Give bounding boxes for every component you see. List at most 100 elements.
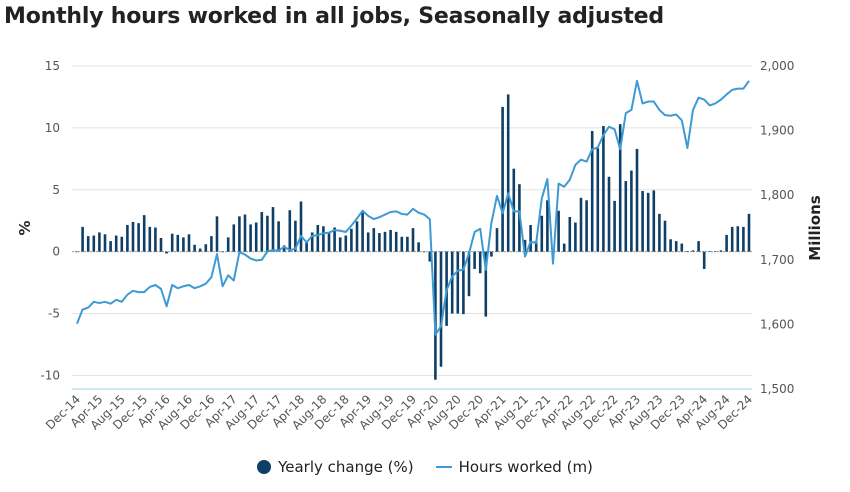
bar — [75, 251, 79, 253]
bar — [708, 251, 712, 252]
bar — [568, 216, 572, 252]
legend-label: Yearly change (%) — [278, 458, 414, 476]
bar — [663, 220, 667, 252]
line-series-swatch — [435, 466, 452, 468]
bar — [490, 251, 493, 257]
bar — [478, 251, 482, 274]
bar — [557, 210, 560, 252]
y-right-tick-label: 1,600 — [760, 317, 794, 331]
bar — [456, 251, 460, 314]
bar — [467, 251, 471, 297]
y-left-axis-label: % — [16, 220, 34, 235]
legend-label: Hours worked (m) — [458, 458, 593, 476]
bar — [646, 192, 650, 252]
bar-series-swatch — [257, 460, 272, 474]
bar — [165, 251, 168, 254]
bar — [182, 237, 185, 252]
bar — [221, 251, 224, 253]
bar — [590, 130, 594, 252]
bar — [630, 170, 633, 252]
bar — [120, 236, 124, 252]
bar — [680, 243, 684, 252]
bar — [411, 228, 415, 252]
bar — [142, 215, 146, 252]
bar — [277, 221, 280, 252]
bar — [674, 241, 678, 252]
bar — [176, 234, 180, 252]
bar — [344, 235, 348, 252]
y-left-tick-label: 10 — [45, 121, 60, 135]
bar — [579, 197, 583, 252]
bar — [495, 228, 499, 252]
bar — [484, 251, 488, 317]
bar — [305, 242, 308, 252]
bar — [170, 233, 174, 252]
bar — [98, 232, 101, 252]
bar — [417, 242, 420, 252]
y-left-tick-label: 15 — [45, 59, 60, 73]
bar — [338, 237, 342, 252]
bar — [635, 148, 639, 252]
bar — [383, 231, 387, 252]
bar — [254, 222, 258, 252]
legend-item-yearly-change[interactable]: Yearly change (%) — [257, 458, 414, 476]
bar — [618, 124, 622, 252]
bar — [394, 231, 398, 252]
bar — [198, 248, 202, 252]
y-left-tick-label: -10 — [40, 368, 60, 382]
bar — [585, 200, 588, 252]
bar — [193, 244, 196, 252]
bar — [271, 207, 275, 252]
bar — [389, 229, 392, 252]
bar — [725, 234, 728, 252]
legend-item-hours-worked[interactable]: Hours worked (m) — [435, 458, 593, 476]
bar — [596, 148, 600, 252]
bar — [355, 221, 359, 252]
bar — [154, 227, 157, 252]
bar — [266, 215, 269, 252]
bar — [86, 236, 90, 252]
bar — [148, 226, 152, 252]
bar — [730, 226, 734, 252]
bar — [428, 251, 432, 262]
bar — [669, 239, 672, 252]
bar — [299, 201, 303, 252]
bar — [624, 181, 628, 252]
bar — [109, 241, 112, 252]
bar — [372, 228, 376, 252]
y-right-axis-label: Millions — [806, 195, 824, 260]
bar — [422, 251, 426, 253]
bar — [697, 241, 700, 252]
bar — [540, 215, 544, 252]
bar — [282, 245, 286, 252]
bar — [159, 238, 163, 252]
bar — [652, 190, 656, 252]
bar — [249, 224, 252, 252]
bar — [316, 225, 320, 252]
bar — [702, 251, 706, 269]
bar — [260, 212, 264, 252]
bar — [333, 227, 336, 252]
bar — [126, 225, 129, 252]
bar — [204, 244, 208, 252]
bar — [378, 233, 381, 252]
bar — [607, 176, 611, 252]
bar — [294, 220, 297, 252]
y-right-tick-label: 1,900 — [760, 124, 794, 138]
bar — [210, 236, 213, 252]
bar — [232, 224, 236, 252]
bar — [81, 226, 84, 252]
bar — [310, 232, 314, 252]
legend: Yearly change (%) Hours worked (m) — [0, 458, 850, 476]
y-right-tick-label: 2,000 — [760, 59, 794, 73]
bar — [406, 236, 409, 252]
bar — [747, 213, 751, 252]
bar — [736, 226, 740, 252]
bar — [719, 250, 723, 252]
bar — [506, 94, 510, 252]
bar — [523, 239, 527, 252]
bar — [187, 234, 191, 252]
bar — [350, 228, 353, 252]
bar — [501, 106, 504, 252]
